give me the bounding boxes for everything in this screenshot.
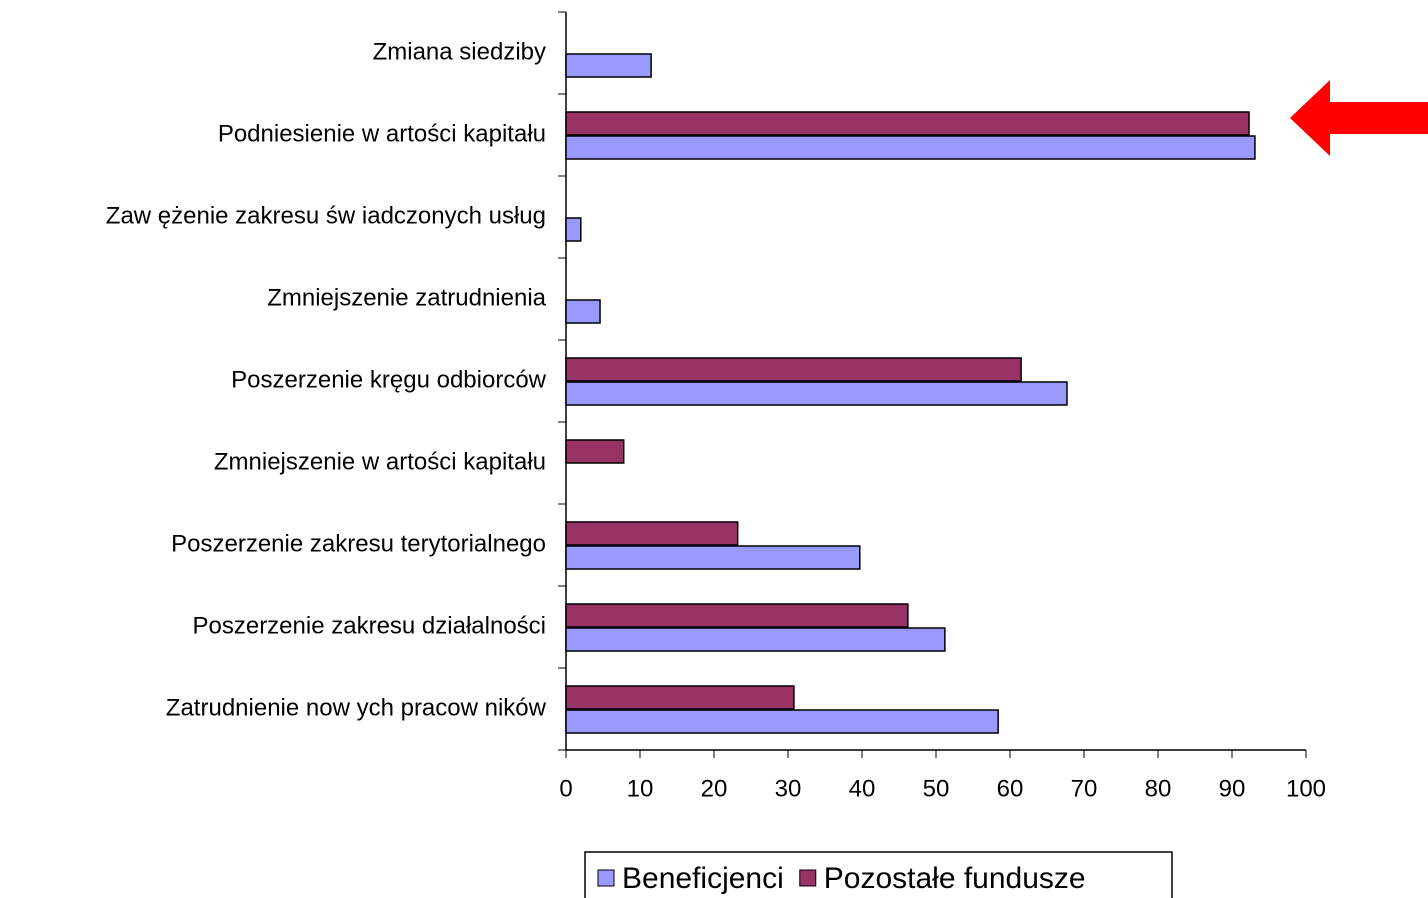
bar <box>565 111 1250 136</box>
x-tick-label: 50 <box>923 775 950 802</box>
category-label: Zmniejszenie zatrudnienia <box>267 284 546 311</box>
legend-swatch <box>799 869 817 887</box>
legend <box>584 851 1173 898</box>
bar <box>565 135 1256 160</box>
arrow <box>1290 80 1428 156</box>
x-tick-label: 60 <box>997 775 1024 802</box>
legend-swatch <box>597 869 615 887</box>
category-label: Poszerzenie kręgu odbiorców <box>231 366 547 393</box>
legend-label: Beneficjenci <box>622 862 784 895</box>
category-label: Podniesienie w artości kapitału <box>218 120 546 147</box>
x-tick-label: 90 <box>1219 775 1246 802</box>
category-label: Poszerzenie zakresu działalności <box>192 612 546 639</box>
bar <box>565 709 999 734</box>
x-tick-label: 100 <box>1286 775 1326 802</box>
category-label: Poszerzenie zakresu terytorialnego <box>171 530 546 557</box>
category-label: Zmiana siedziby <box>373 38 546 65</box>
x-tick-label: 0 <box>559 775 572 802</box>
x-tick-label: 80 <box>1145 775 1172 802</box>
x-tick-label: 40 <box>849 775 876 802</box>
category-label: Zmniejszenie w artości kapitału <box>214 448 546 475</box>
bar <box>565 545 861 570</box>
legend-label: Pozostałe fundusze <box>824 862 1086 895</box>
bar <box>565 685 795 710</box>
x-tick-label: 70 <box>1071 775 1098 802</box>
bar <box>565 53 652 78</box>
bar <box>565 521 739 546</box>
bar <box>565 357 1022 382</box>
x-tick-label: 20 <box>701 775 728 802</box>
x-tick-label: 30 <box>775 775 802 802</box>
x-tick-label: 10 <box>627 775 654 802</box>
bar <box>565 603 909 628</box>
bar <box>565 381 1068 406</box>
bar <box>565 299 601 324</box>
category-label: Zaw ężenie zakresu św iadczonych usług <box>106 202 546 229</box>
bar <box>565 217 582 242</box>
bar <box>565 439 625 464</box>
bar <box>565 627 946 652</box>
category-label: Zatrudnienie now ych pracow ników <box>166 694 547 721</box>
